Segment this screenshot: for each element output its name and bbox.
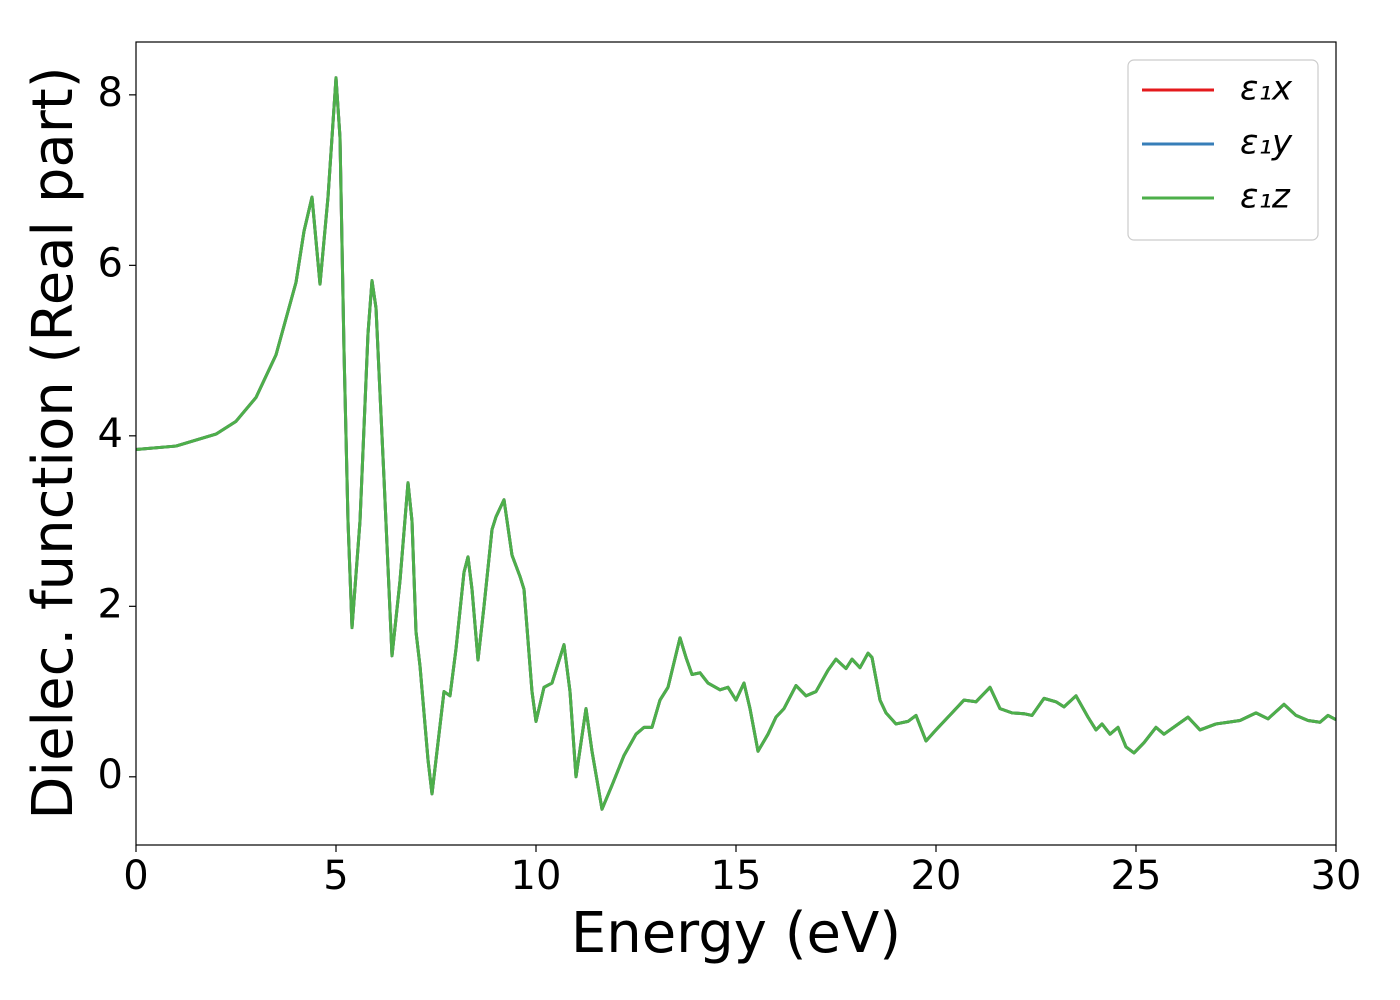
legend-box [1127,59,1319,241]
plot-frame [135,41,1337,846]
y-axis-label: Dielec. function (Real part) [21,66,86,819]
x-tick-label: 20 [911,853,962,899]
legend-label: ε₁z [1240,177,1291,217]
x-tick-label: 0 [123,853,148,899]
line [136,76,1336,811]
x-tick-label: 30 [1311,853,1362,899]
x-tick-label: 5 [323,853,348,899]
y-tick-label: 4 [98,411,123,457]
y-tick-label: 2 [98,581,123,627]
legend-label: ε₁y [1240,123,1293,163]
y-tick-label: 0 [98,752,123,798]
legend-label: ε₁x [1240,69,1293,109]
x-axis-label: Energy (eV) [571,901,901,966]
y-tick-label: 6 [98,240,123,286]
y-tick-label: 8 [98,70,123,116]
x-tick-label: 10 [511,853,562,899]
x-tick-label: 25 [1111,853,1162,899]
x-tick-label: 15 [711,853,762,899]
